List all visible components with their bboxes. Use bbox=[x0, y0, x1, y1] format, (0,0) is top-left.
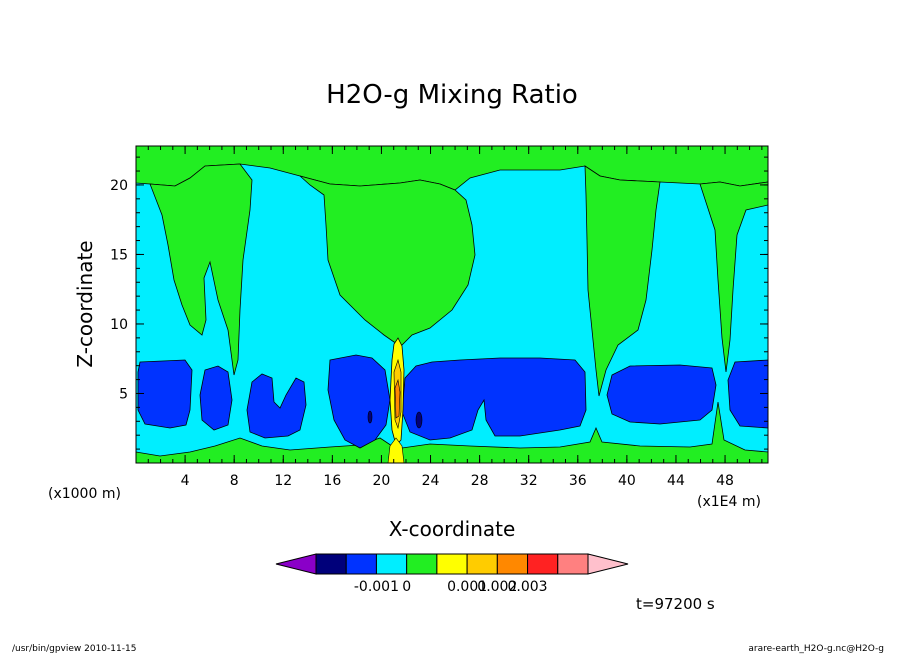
x-axis-label: X-coordinate bbox=[389, 517, 516, 541]
field-green-column-center bbox=[299, 175, 476, 346]
field-darkblue-core-1 bbox=[367, 410, 373, 424]
field-red-updraft bbox=[394, 378, 401, 419]
x-tick-label: 12 bbox=[274, 473, 292, 489]
colorbar-label: 0.001 bbox=[447, 579, 487, 595]
colorbar-label: 0.003 bbox=[508, 579, 548, 595]
field-green-column-right bbox=[584, 165, 661, 397]
y-axis-label: Z-coordinate bbox=[73, 240, 97, 367]
colorbar-box bbox=[496, 553, 529, 575]
x-tick-label: 24 bbox=[422, 473, 440, 489]
field-blue-far-right bbox=[727, 359, 768, 429]
field-green-column-left bbox=[149, 163, 253, 376]
colorbar-arrow-high bbox=[587, 553, 629, 575]
colorbar-label: -0.001 bbox=[354, 579, 399, 595]
x-unit-right: (x1E4 m) bbox=[697, 494, 761, 510]
colorbar-box bbox=[527, 553, 559, 575]
y-tick-label: 20 bbox=[110, 178, 128, 194]
x-tick-label: 40 bbox=[618, 473, 636, 489]
colorbar-box bbox=[315, 553, 347, 575]
field-yellow-base bbox=[387, 437, 405, 463]
plot-frame bbox=[135, 145, 769, 464]
field-blue-left-1 bbox=[137, 359, 193, 429]
field-blue-center-right bbox=[401, 357, 587, 441]
colorbar-arrow-low bbox=[275, 553, 317, 575]
field-blue-left-2 bbox=[199, 365, 233, 431]
x-tick-label: 4 bbox=[181, 473, 190, 489]
x-tick-label: 20 bbox=[373, 473, 391, 489]
field-blue-left-3 bbox=[246, 373, 307, 439]
field-green-column-far-right bbox=[699, 181, 768, 373]
x-tick-label: 16 bbox=[323, 473, 341, 489]
contour-field bbox=[136, 146, 768, 463]
x-tick-label: 36 bbox=[569, 473, 587, 489]
y-tick-label: 15 bbox=[110, 247, 128, 263]
colorbar-box bbox=[375, 553, 408, 575]
x-tick-label: 48 bbox=[716, 473, 734, 489]
colorbar-box bbox=[557, 553, 589, 575]
x-tick-label: 44 bbox=[667, 473, 685, 489]
chart-title: H2O-g Mixing Ratio bbox=[326, 80, 578, 110]
colorbar-label: 0.002 bbox=[477, 579, 517, 595]
footer-right: arare-earth_H2O-g.nc@H2O-g bbox=[748, 644, 884, 654]
x-tick-label: 8 bbox=[230, 473, 239, 489]
footer-left: /usr/bin/gpview 2010-11-15 bbox=[12, 644, 136, 654]
colorbar-box bbox=[345, 553, 377, 575]
x-tick-label: 32 bbox=[520, 473, 538, 489]
time-label: t=97200 s bbox=[636, 595, 715, 613]
colorbar-box bbox=[436, 553, 468, 575]
y-tick-label: 10 bbox=[110, 317, 128, 333]
colorbar-label: 0 bbox=[402, 579, 411, 595]
x-unit-left: (x1000 m) bbox=[48, 486, 121, 502]
y-tick-label: 5 bbox=[119, 386, 128, 402]
colorbar-box bbox=[406, 553, 438, 575]
field-blue-right bbox=[606, 364, 717, 425]
field-darkblue-core-2 bbox=[415, 411, 423, 429]
colorbar-box bbox=[466, 553, 498, 575]
x-tick-label: 28 bbox=[471, 473, 489, 489]
field-blue-center-left bbox=[327, 354, 391, 449]
field-green-surface bbox=[136, 401, 768, 463]
